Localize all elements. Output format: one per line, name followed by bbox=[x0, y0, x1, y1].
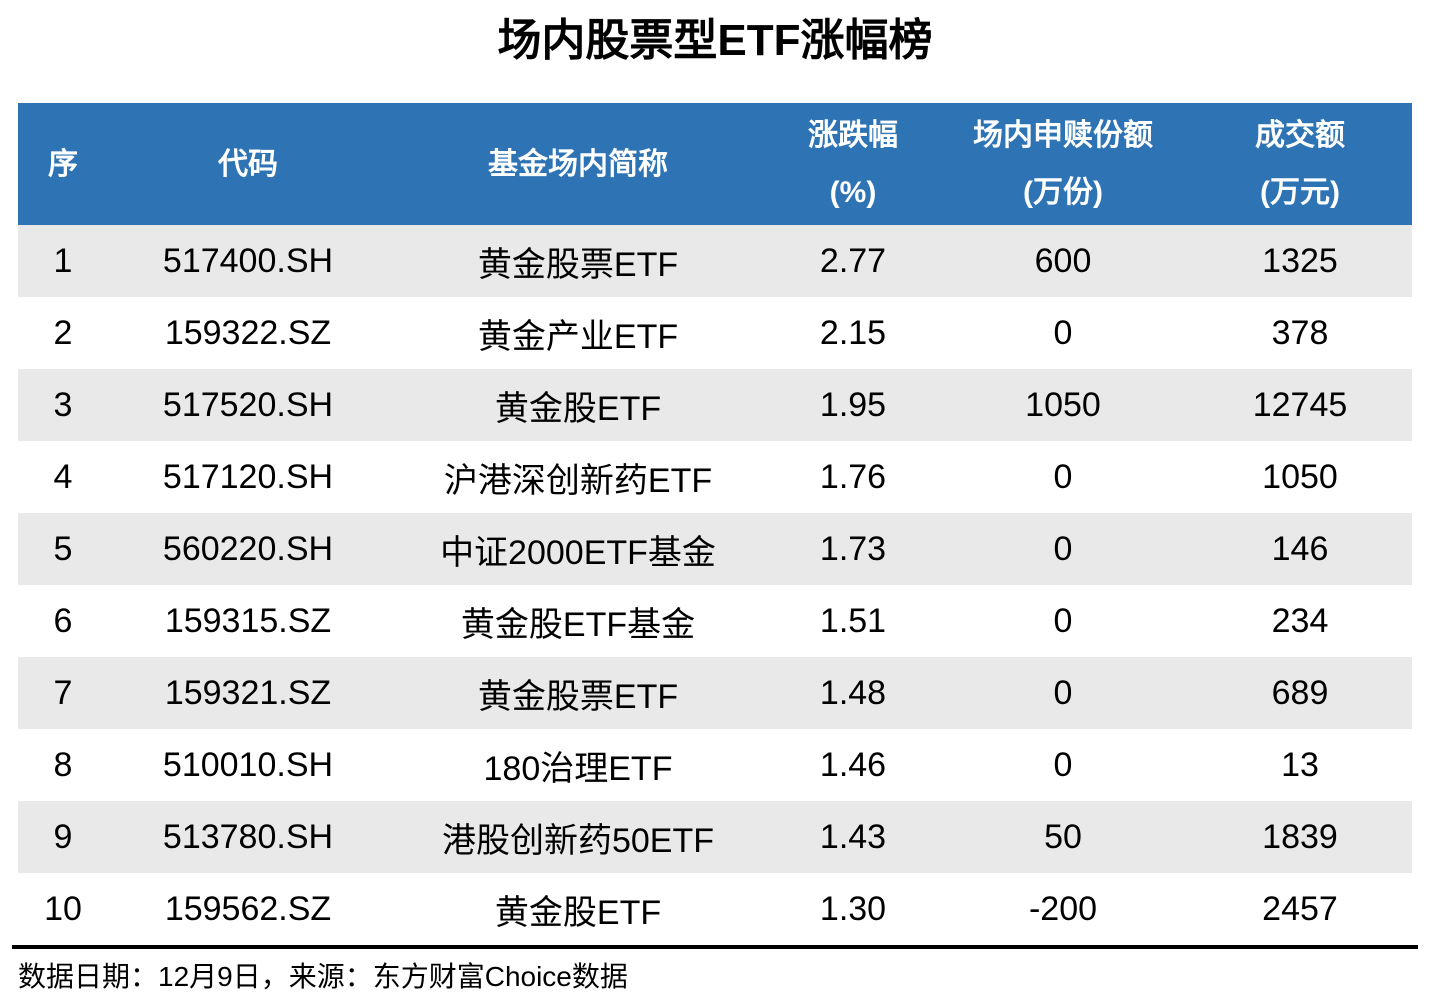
seq-cell: 1 bbox=[53, 241, 73, 280]
name-cell: 中证2000ETF基金 bbox=[440, 533, 716, 572]
turnover-cell: 13 bbox=[1281, 745, 1319, 784]
turnover-cell: 234 bbox=[1271, 601, 1329, 640]
turnover-cell: 12745 bbox=[1252, 385, 1348, 424]
seq-cell: 8 bbox=[53, 745, 73, 784]
code-cell: 517120.SH bbox=[162, 457, 334, 496]
seq-cell: 3 bbox=[53, 385, 73, 424]
header-change-unit: (%) bbox=[829, 176, 877, 209]
code-cell: 159315.SZ bbox=[164, 601, 332, 640]
turnover-cell: 1839 bbox=[1262, 817, 1338, 856]
shares-cell: 0 bbox=[1053, 745, 1073, 784]
seq-cell: 10 bbox=[44, 889, 82, 928]
code-cell: 159322.SZ bbox=[164, 313, 332, 352]
header-code: 代码 bbox=[218, 147, 278, 181]
turnover-cell: 2457 bbox=[1262, 889, 1338, 928]
code-cell: 159321.SZ bbox=[164, 673, 332, 712]
shares-cell: 0 bbox=[1053, 673, 1073, 712]
shares-cell: 0 bbox=[1053, 457, 1073, 496]
etf-table: 序 代码 基金场内简称 涨跌幅 (%) 场内申赎份额 (万份) 成交额 (万元)… bbox=[18, 103, 1412, 945]
change-cell: 1.30 bbox=[819, 889, 887, 928]
page-title: 场内股票型ETF涨幅榜 bbox=[497, 16, 933, 65]
change-cell: 1.95 bbox=[819, 385, 887, 424]
seq-cell: 5 bbox=[53, 529, 73, 568]
name-cell: 港股创新药50ETF bbox=[441, 821, 715, 860]
code-cell: 517400.SH bbox=[162, 241, 334, 280]
table-row: 8 510010.SH 180治理ETF 1.46 0 13 bbox=[18, 729, 1412, 801]
code-cell: 513780.SH bbox=[162, 817, 334, 856]
shares-cell: 0 bbox=[1053, 529, 1073, 568]
table-row: 10 159562.SZ 黄金股ETF 1.30 -200 2457 bbox=[18, 873, 1412, 945]
name-cell: 黄金股票ETF bbox=[477, 677, 679, 716]
header-turnover-unit: (万元) bbox=[1260, 176, 1340, 209]
shares-cell: 1050 bbox=[1025, 385, 1101, 424]
data-source-note: 数据日期：12月9日，来源：东方财富Choice数据 bbox=[12, 945, 1418, 997]
header-name: 基金场内简称 bbox=[488, 147, 668, 181]
code-cell: 159562.SZ bbox=[164, 889, 332, 928]
name-cell: 黄金股票ETF bbox=[477, 245, 679, 284]
change-cell: 1.76 bbox=[819, 457, 887, 496]
table-row: 4 517120.SH 沪港深创新药ETF 1.76 0 1050 bbox=[18, 441, 1412, 513]
header-change: 涨跌幅 (%) bbox=[768, 107, 938, 221]
change-cell: 2.15 bbox=[819, 313, 887, 352]
table-row: 6 159315.SZ 黄金股ETF基金 1.51 0 234 bbox=[18, 585, 1412, 657]
shares-cell: 0 bbox=[1053, 313, 1073, 352]
change-cell: 2.77 bbox=[819, 241, 887, 280]
code-cell: 517520.SH bbox=[162, 385, 334, 424]
table-row: 9 513780.SH 港股创新药50ETF 1.43 50 1839 bbox=[18, 801, 1412, 873]
header-shares-label: 场内申赎份额 bbox=[973, 119, 1153, 152]
header-seq: 序 bbox=[48, 147, 78, 181]
name-cell: 黄金股ETF bbox=[494, 893, 662, 932]
name-cell: 180治理ETF bbox=[483, 749, 673, 788]
change-cell: 1.48 bbox=[819, 673, 887, 712]
table-row: 3 517520.SH 黄金股ETF 1.95 1050 12745 bbox=[18, 369, 1412, 441]
header-turnover: 成交额 (万元) bbox=[1188, 107, 1412, 221]
seq-cell: 2 bbox=[53, 313, 73, 352]
seq-cell: 9 bbox=[53, 817, 73, 856]
code-cell: 510010.SH bbox=[162, 745, 334, 784]
seq-cell: 7 bbox=[53, 673, 73, 712]
change-cell: 1.46 bbox=[819, 745, 887, 784]
table-row: 7 159321.SZ 黄金股票ETF 1.48 0 689 bbox=[18, 657, 1412, 729]
turnover-cell: 378 bbox=[1271, 313, 1329, 352]
header-shares-unit: (万份) bbox=[1023, 176, 1103, 209]
header-change-label: 涨跌幅 bbox=[808, 119, 898, 152]
shares-cell: 600 bbox=[1034, 241, 1092, 280]
name-cell: 沪港深创新药ETF bbox=[443, 461, 713, 500]
name-cell: 黄金股ETF bbox=[494, 389, 662, 428]
header-turnover-label: 成交额 bbox=[1255, 119, 1345, 152]
table-row: 5 560220.SH 中证2000ETF基金 1.73 0 146 bbox=[18, 513, 1412, 585]
turnover-cell: 689 bbox=[1271, 673, 1329, 712]
shares-cell: 0 bbox=[1053, 601, 1073, 640]
turnover-cell: 146 bbox=[1271, 529, 1329, 568]
change-cell: 1.43 bbox=[819, 817, 887, 856]
header-shares: 场内申赎份额 (万份) bbox=[938, 107, 1188, 221]
change-cell: 1.51 bbox=[819, 601, 887, 640]
shares-cell: -200 bbox=[1028, 889, 1098, 928]
change-cell: 1.73 bbox=[819, 529, 887, 568]
shares-cell: 50 bbox=[1044, 817, 1082, 856]
turnover-cell: 1325 bbox=[1262, 241, 1338, 280]
name-cell: 黄金股ETF基金 bbox=[460, 605, 696, 644]
table-header-row: 序 代码 基金场内简称 涨跌幅 (%) 场内申赎份额 (万份) 成交额 (万元) bbox=[18, 103, 1412, 225]
turnover-cell: 1050 bbox=[1262, 457, 1338, 496]
table-row: 1 517400.SH 黄金股票ETF 2.77 600 1325 bbox=[18, 225, 1412, 297]
table-row: 2 159322.SZ 黄金产业ETF 2.15 0 378 bbox=[18, 297, 1412, 369]
name-cell: 黄金产业ETF bbox=[477, 317, 679, 356]
code-cell: 560220.SH bbox=[162, 529, 334, 568]
seq-cell: 6 bbox=[53, 601, 73, 640]
seq-cell: 4 bbox=[53, 457, 73, 496]
